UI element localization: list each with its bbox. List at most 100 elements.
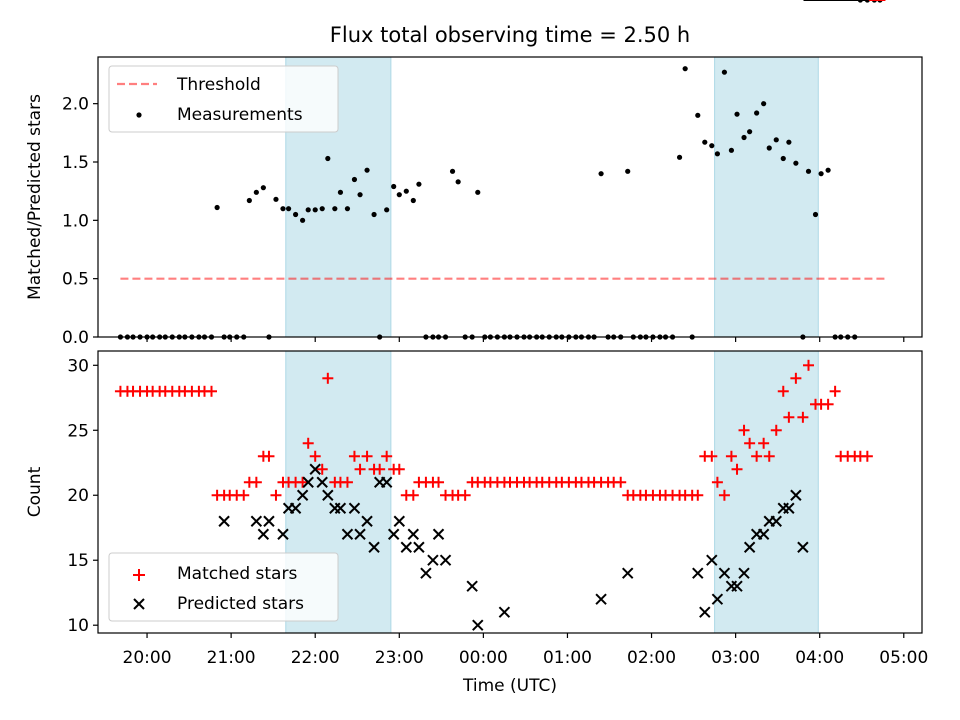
x-tick-label: 22:00	[291, 648, 340, 668]
matched-point	[322, 372, 334, 384]
measurement-point	[253, 189, 259, 195]
y-tick-label: 2.0	[62, 95, 89, 115]
bottom-panel: 10 15 20 25 30 20:00 21:00 22:00 23:00 00:00 01:0…	[25, 0, 928, 696]
measurement-point	[319, 206, 325, 212]
matched-point	[758, 437, 770, 449]
measurement-point	[305, 207, 311, 213]
measurement-point	[714, 151, 721, 157]
top-legend-box	[108, 65, 339, 133]
predicted-point	[302, 476, 314, 488]
bottom-shaded-intervals	[285, 350, 819, 634]
predicted-point	[322, 489, 334, 501]
top-shaded-intervals	[285, 56, 819, 338]
matched-point	[692, 489, 704, 501]
measurement-point	[396, 192, 402, 198]
bottom-y-axis-label: Count	[25, 466, 45, 517]
y-tick-label: 1.5	[62, 153, 89, 173]
x-tick-label: 23:00	[375, 648, 424, 668]
predicted-point	[393, 515, 405, 527]
measurement-point	[351, 176, 358, 183]
measurement-point	[299, 217, 306, 223]
x-tick-label: 21:00	[207, 648, 256, 668]
measurement-point	[818, 171, 824, 177]
matched-point	[731, 463, 743, 475]
measurements-legend-swatch	[136, 112, 142, 118]
measurement-point	[357, 192, 363, 198]
predicted-point	[466, 580, 478, 592]
measurement-point	[214, 204, 220, 211]
matched-legend-swatch	[133, 569, 145, 581]
predicted-point	[498, 606, 511, 618]
predicted-point	[692, 567, 704, 579]
predicted-point	[250, 515, 263, 527]
predicted-point	[400, 541, 413, 553]
predicted-point	[472, 619, 484, 631]
y-tick-label: 20	[67, 486, 89, 506]
predicted-point	[316, 476, 328, 488]
matched-point	[738, 424, 750, 436]
measurement-point	[805, 168, 812, 174]
bottom-series	[114, 0, 886, 631]
predicted-point	[420, 567, 432, 579]
matched-point	[348, 450, 360, 462]
measurements-legend-label: Measurements	[177, 105, 303, 125]
measurement-point	[325, 155, 331, 162]
matched-point	[263, 450, 275, 462]
measurement-point	[825, 167, 831, 173]
y-tick-label: 10	[67, 616, 89, 636]
measurement-point	[793, 160, 799, 166]
y-tick-label: 0.0	[62, 328, 89, 348]
measurement-point	[598, 171, 604, 177]
matched-point	[790, 372, 802, 384]
predicted-point	[361, 515, 373, 527]
top-y-axis: 0.0 0.5 1.0 1.5 2.0	[62, 95, 98, 348]
measurement-point	[864, 0, 870, 3]
top-legend: Threshold Measurements	[108, 65, 339, 133]
matched-point	[744, 437, 756, 449]
bottom-y-axis: 10 15 20 25 30	[67, 356, 98, 636]
matched-point	[783, 411, 795, 423]
predicted-point	[380, 476, 393, 488]
matched-point	[763, 450, 775, 462]
measurement-point	[695, 112, 701, 118]
matched-point	[861, 450, 873, 462]
predicted-point	[595, 593, 607, 605]
matched-point	[433, 476, 445, 488]
measurement-point	[344, 206, 351, 212]
measurement-point	[364, 167, 370, 173]
measurement-point	[812, 211, 819, 218]
predicted-point	[439, 554, 452, 566]
chart-title: Flux total observing time = 2.50 h	[330, 23, 690, 47]
measurement-point	[332, 206, 338, 212]
measurement-point	[416, 181, 422, 187]
matched-point	[341, 476, 353, 488]
matched-point	[615, 476, 627, 488]
matched-point	[354, 463, 366, 475]
x-axis-label: Time (UTC)	[462, 676, 557, 696]
predicted-point	[711, 593, 724, 605]
matched-point	[297, 476, 309, 488]
matched-point	[777, 385, 789, 397]
predicted-point	[218, 515, 230, 527]
measurement-point	[780, 155, 786, 162]
threshold-legend-label: Threshold	[176, 75, 261, 95]
predicted-point	[296, 489, 309, 501]
matched-point	[381, 450, 393, 462]
measurement-point	[273, 196, 279, 202]
measurement-point	[747, 129, 753, 135]
y-tick-label: 0.5	[62, 270, 89, 290]
predicted-point	[622, 567, 634, 579]
measurement-point	[246, 197, 252, 204]
measurement-point	[721, 69, 728, 75]
predicted-point	[699, 606, 711, 618]
measurement-point	[754, 110, 760, 116]
predicted-point	[368, 541, 380, 553]
predicted-point	[427, 554, 439, 566]
matched-point	[316, 463, 328, 475]
matched-point	[725, 450, 737, 462]
predicted-point	[743, 541, 756, 553]
measurement-point	[337, 189, 344, 195]
matched-point	[829, 385, 841, 397]
bottom-legend: Matched stars Predicted stars	[108, 552, 339, 622]
